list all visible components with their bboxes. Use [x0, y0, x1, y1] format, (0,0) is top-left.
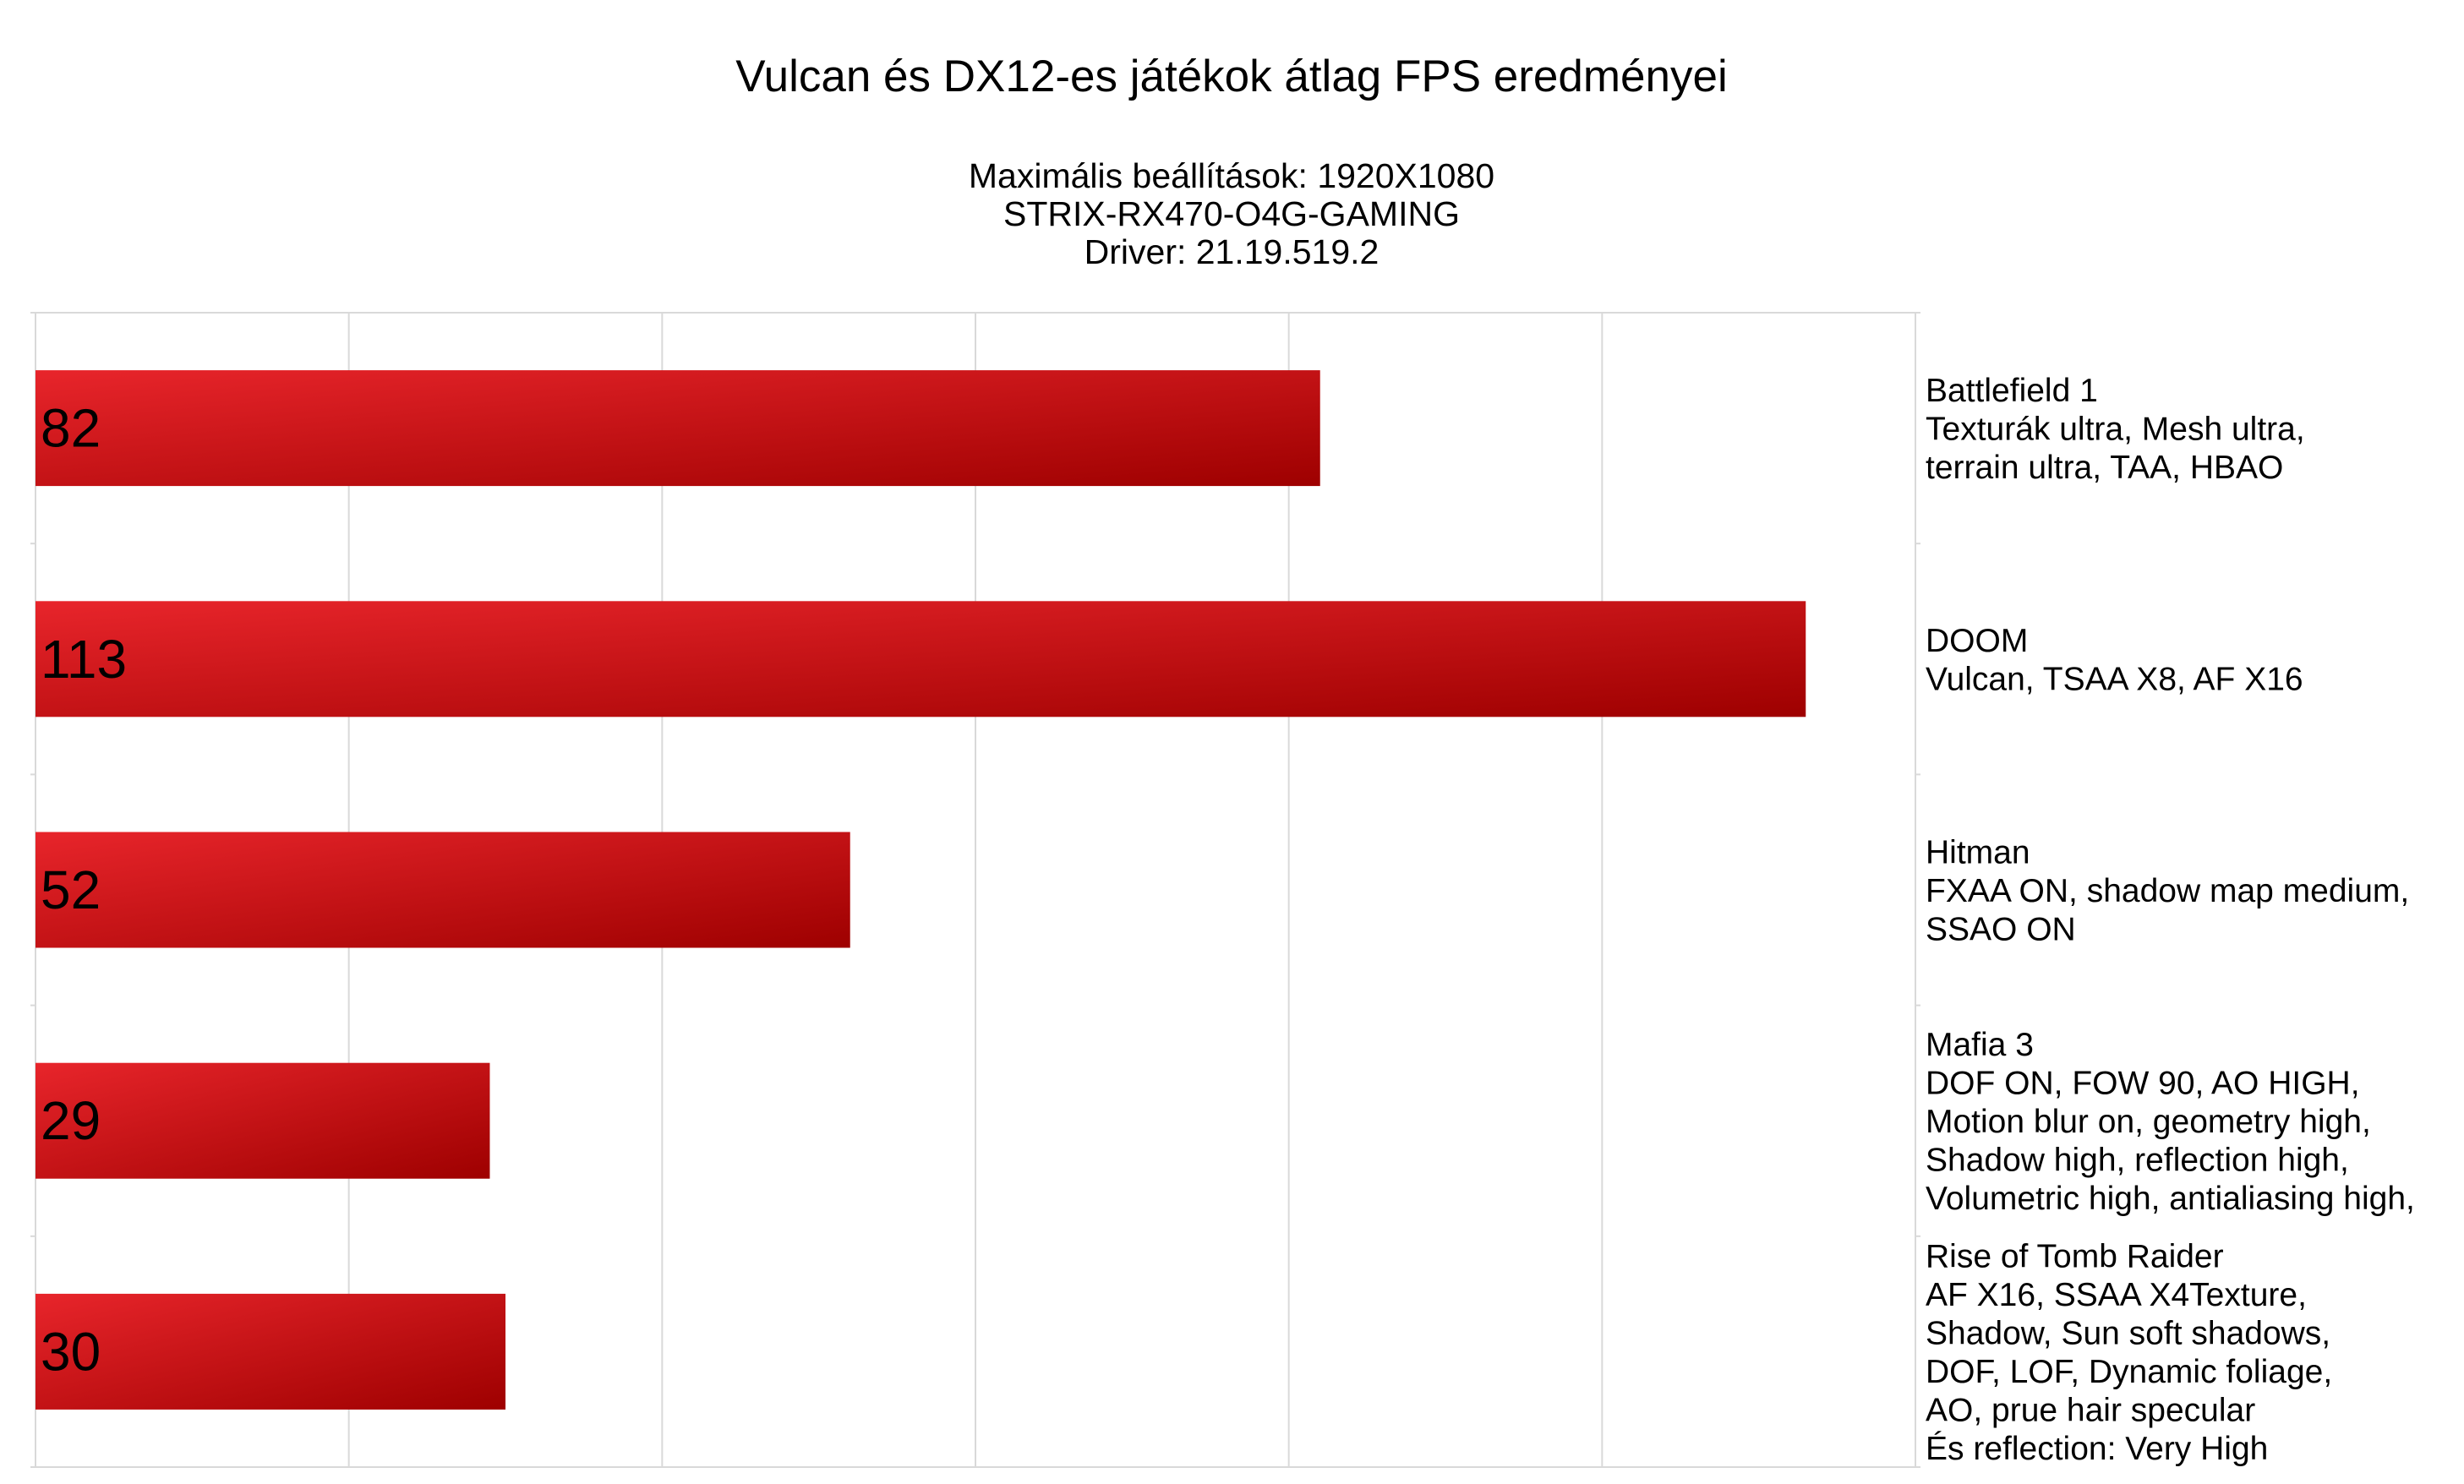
chart-subtitle: Maximális beállítások: 1920X1080 STRIX-R…: [969, 156, 1494, 271]
bar: [36, 370, 1320, 487]
data-label: 30: [41, 1321, 101, 1382]
category-label: Vulcan, TSAA X8, AF X16: [1926, 662, 2303, 698]
category-label: SSAO ON: [1926, 912, 2076, 948]
data-label: 82: [41, 398, 101, 459]
subtitle-line: Driver: 21.19.519.2: [1084, 232, 1380, 271]
data-label: 113: [41, 629, 127, 690]
category-label: AF X16, SSAA X4Texture,: [1926, 1277, 2307, 1313]
category-label: terrain ultra, TAA, HBAO: [1926, 450, 2283, 486]
bars: [36, 370, 1806, 1410]
data-label: 52: [41, 859, 101, 920]
category-label: Shadow high, reflection high,: [1926, 1143, 2349, 1179]
category-label: Volumetric high, antialiasing high,: [1926, 1181, 2415, 1217]
bar: [36, 1062, 490, 1179]
category-label: Rise of Tomb Raider: [1926, 1239, 2224, 1275]
category-label: DOF, LOF, Dynamic foliage,: [1926, 1354, 2332, 1390]
category-label: Shadow, Sun soft shadows,: [1926, 1316, 2330, 1352]
category-label: Motion blur on, geometry high,: [1926, 1104, 2371, 1140]
bar: [36, 832, 850, 948]
category-label: És reflection: Very High: [1926, 1431, 2268, 1467]
category-label: Texturák ultra, Mesh ultra,: [1926, 412, 2305, 448]
subtitle-line: STRIX-RX470-O4G-GAMING: [1003, 194, 1460, 233]
category-label: AO, prue hair specular: [1926, 1393, 2255, 1429]
bar: [36, 601, 1806, 717]
value-labels: 82 113 52 29 30: [41, 398, 127, 1383]
category-label: Hitman: [1926, 835, 2030, 871]
category-label: Mafia 3: [1926, 1027, 2034, 1063]
subtitle-line: Maximális beállítások: 1920X1080: [969, 156, 1494, 195]
category-label: FXAA ON, shadow map medium,: [1926, 873, 2409, 909]
category-label: DOF ON, FOW 90, AO HIGH,: [1926, 1066, 2360, 1102]
bar: [36, 1293, 505, 1410]
category-label: DOOM: [1926, 623, 2028, 659]
grid-lines: [30, 312, 1920, 1468]
data-label: 29: [41, 1090, 101, 1151]
chart-title: Vulcan és DX12-es játékok átlag FPS ered…: [735, 52, 1727, 101]
category-label: Battlefield 1: [1926, 373, 2098, 409]
